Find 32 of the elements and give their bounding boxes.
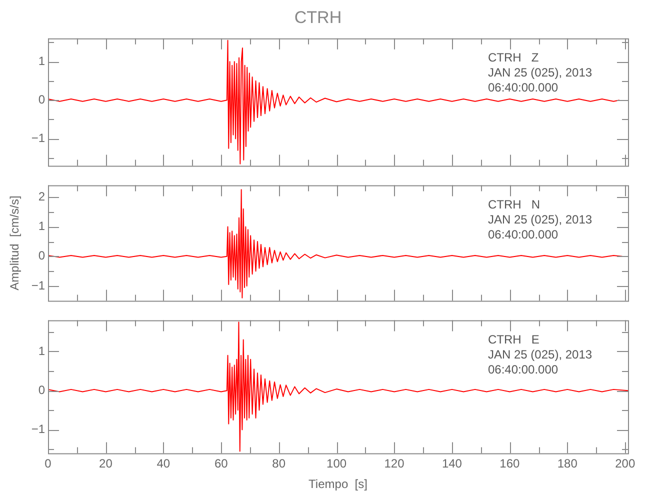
y-tick-label: 1 — [38, 344, 46, 358]
y-tick-label: 0 — [38, 382, 46, 397]
annotation: 06:40:00.000 — [488, 228, 558, 242]
x-tick-label: 60 — [214, 456, 228, 471]
y-tick-label: 0 — [38, 92, 46, 106]
x-tick-label: 80 — [272, 456, 286, 471]
annotation: JAN 25 (025), 2013 — [488, 66, 592, 80]
y-tick-label: −1 — [31, 422, 46, 436]
annotation: 06:40:00.000 — [488, 362, 558, 377]
x-tick-label: 20 — [99, 456, 113, 471]
annotation: JAN 25 (025), 2013 — [488, 212, 592, 227]
x-tick-label: 200 — [615, 456, 636, 471]
annotation: CTRH E — [488, 332, 540, 347]
x-tick-label: 40 — [156, 456, 170, 471]
y-tick-label: 0 — [38, 248, 46, 263]
y-tick-label: −1 — [31, 131, 46, 146]
x-tick-label: 160 — [500, 456, 520, 471]
chart-title: CTRH — [294, 8, 342, 27]
x-tick-label: 180 — [557, 456, 578, 471]
y-tick-label: 2 — [38, 189, 46, 204]
annotation: JAN 25 (025), 2013 — [488, 348, 592, 362]
x-axis-title: Tiempo [s] — [308, 477, 368, 492]
y-tick-label: 1 — [38, 219, 46, 234]
x-tick-label: 140 — [442, 456, 462, 471]
annotation: CTRH N — [488, 198, 540, 212]
annotation: CTRH Z — [488, 50, 539, 65]
x-tick-label: 120 — [384, 456, 405, 471]
y-tick-label: −1 — [31, 278, 46, 292]
y-axis-title: Amplitud [cm/s/s] — [8, 196, 22, 290]
y-tick-label: 1 — [38, 54, 46, 68]
annotation: 06:40:00.000 — [488, 80, 558, 95]
x-tick-label: 100 — [326, 456, 347, 471]
